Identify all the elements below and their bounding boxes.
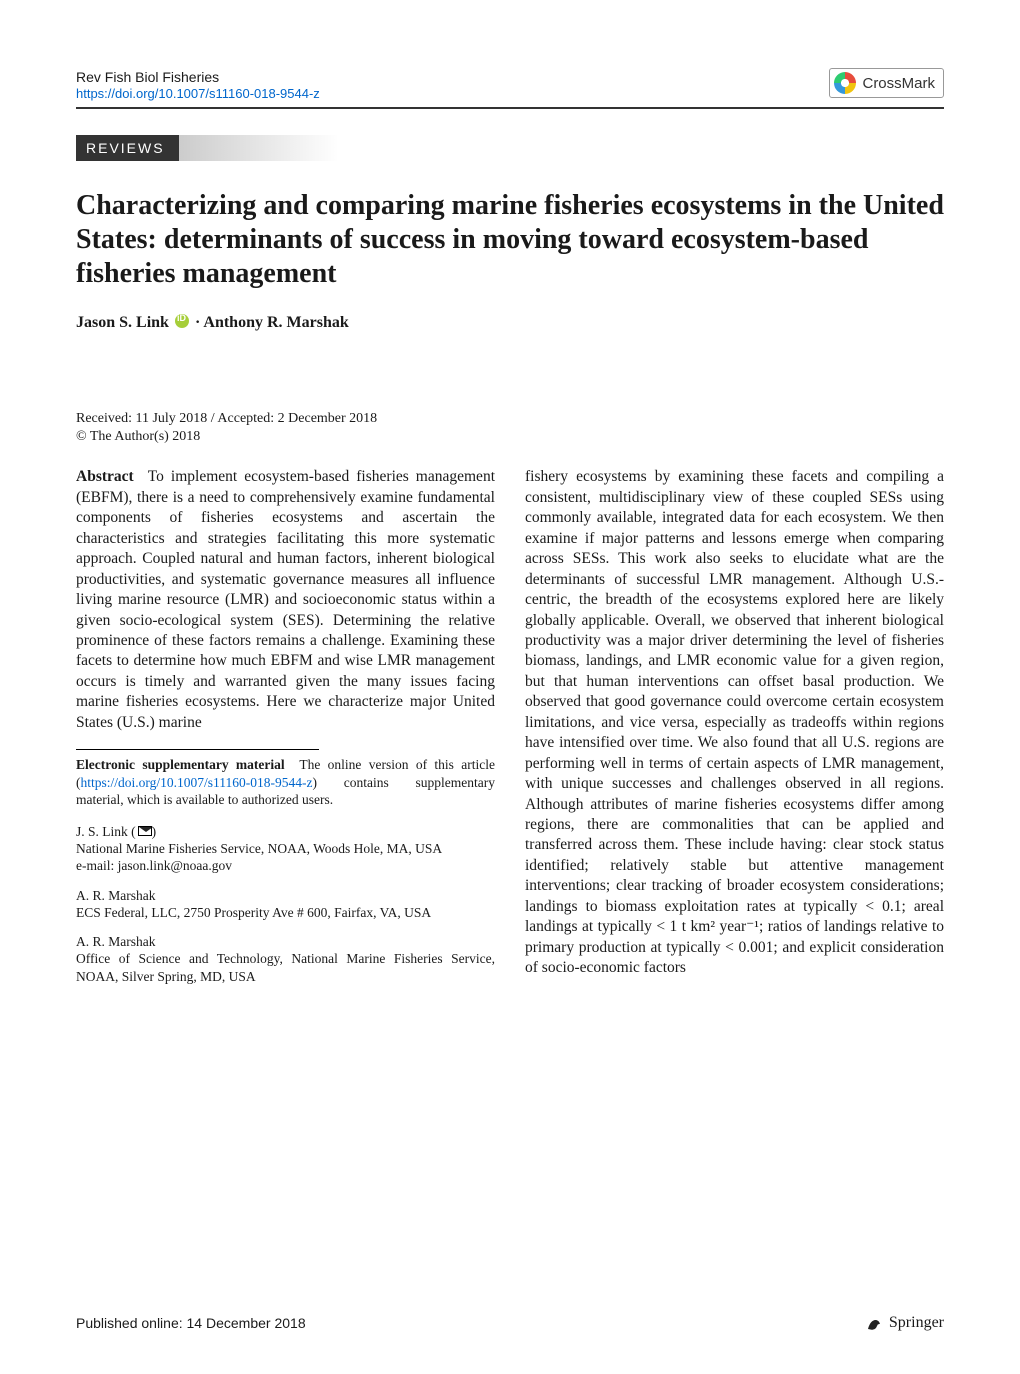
crossmark-button[interactable]: CrossMark bbox=[829, 68, 944, 98]
abstract-left: Abstract To implement ecosystem-based fi… bbox=[76, 467, 495, 733]
top-rule bbox=[76, 107, 944, 109]
page: Rev Fish Biol Fisheries https://doi.org/… bbox=[0, 0, 1020, 1374]
doi-link[interactable]: https://doi.org/10.1007/s11160-018-9544-… bbox=[76, 86, 320, 101]
left-column: Abstract To implement ecosystem-based fi… bbox=[76, 467, 495, 997]
affil-1-line-2: e-mail: jason.link@noaa.gov bbox=[76, 857, 495, 874]
esm-label: Electronic supplementary material bbox=[76, 757, 285, 772]
author-1: Jason S. Link bbox=[76, 314, 169, 331]
doi-line: https://doi.org/10.1007/s11160-018-9544-… bbox=[76, 86, 320, 103]
affil-1: J. S. Link () National Marine Fisheries … bbox=[76, 823, 495, 875]
affil-2-name: A. R. Marshak bbox=[76, 887, 495, 904]
header-row: Rev Fish Biol Fisheries https://doi.org/… bbox=[76, 68, 944, 103]
publisher-name: Springer bbox=[889, 1314, 944, 1332]
affiliations: J. S. Link () National Marine Fisheries … bbox=[76, 823, 495, 985]
article-dates: Received: 11 July 2018 / Accepted: 2 Dec… bbox=[76, 410, 944, 448]
journal-name: Rev Fish Biol Fisheries bbox=[76, 68, 320, 86]
author-2: Anthony R. Marshak bbox=[203, 314, 348, 331]
footer-row: Published online: 14 December 2018 Sprin… bbox=[76, 1314, 944, 1332]
copyright-line: © The Author(s) 2018 bbox=[76, 428, 944, 447]
affil-3-line-1: Office of Science and Technology, Nation… bbox=[76, 950, 495, 985]
publisher-brand: Springer bbox=[865, 1314, 944, 1332]
right-column: fishery ecosystems by examining these fa… bbox=[525, 467, 944, 997]
esm-block: Electronic supplementary material The on… bbox=[76, 756, 495, 809]
orcid-icon[interactable] bbox=[175, 314, 189, 328]
crossmark-icon bbox=[834, 72, 856, 94]
envelope-icon bbox=[138, 826, 152, 836]
affil-3: A. R. Marshak Office of Science and Tech… bbox=[76, 933, 495, 985]
journal-block: Rev Fish Biol Fisheries https://doi.org/… bbox=[76, 68, 320, 103]
crossmark-label: CrossMark bbox=[862, 75, 935, 92]
footnote-rule bbox=[76, 749, 319, 750]
section-badge: REVIEWS bbox=[76, 135, 179, 161]
esm-link[interactable]: https://doi.org/10.1007/s11160-018-9544-… bbox=[81, 775, 313, 790]
affil-2: A. R. Marshak ECS Federal, LLC, 2750 Pro… bbox=[76, 887, 495, 922]
author-line: Jason S. Link · Anthony R. Marshak bbox=[76, 314, 944, 332]
published-online: Published online: 14 December 2018 bbox=[76, 1315, 306, 1331]
affil-1-line-1: National Marine Fisheries Service, NOAA,… bbox=[76, 840, 495, 857]
affil-3-name: A. R. Marshak bbox=[76, 933, 495, 950]
springer-horse-icon bbox=[865, 1314, 883, 1332]
affil-1-name-row: J. S. Link () bbox=[76, 823, 495, 840]
abstract-label: Abstract bbox=[76, 468, 134, 485]
abstract-left-text: To implement ecosystem-based fisheries m… bbox=[76, 468, 495, 730]
affil-2-line-1: ECS Federal, LLC, 2750 Prosperity Ave # … bbox=[76, 904, 495, 921]
abstract-right: fishery ecosystems by examining these fa… bbox=[525, 467, 944, 978]
article-title: Characterizing and comparing marine fish… bbox=[76, 189, 944, 291]
received-accepted: Received: 11 July 2018 / Accepted: 2 Dec… bbox=[76, 410, 944, 429]
two-column-body: Abstract To implement ecosystem-based fi… bbox=[76, 467, 944, 997]
affil-1-name: J. S. Link bbox=[76, 824, 128, 839]
